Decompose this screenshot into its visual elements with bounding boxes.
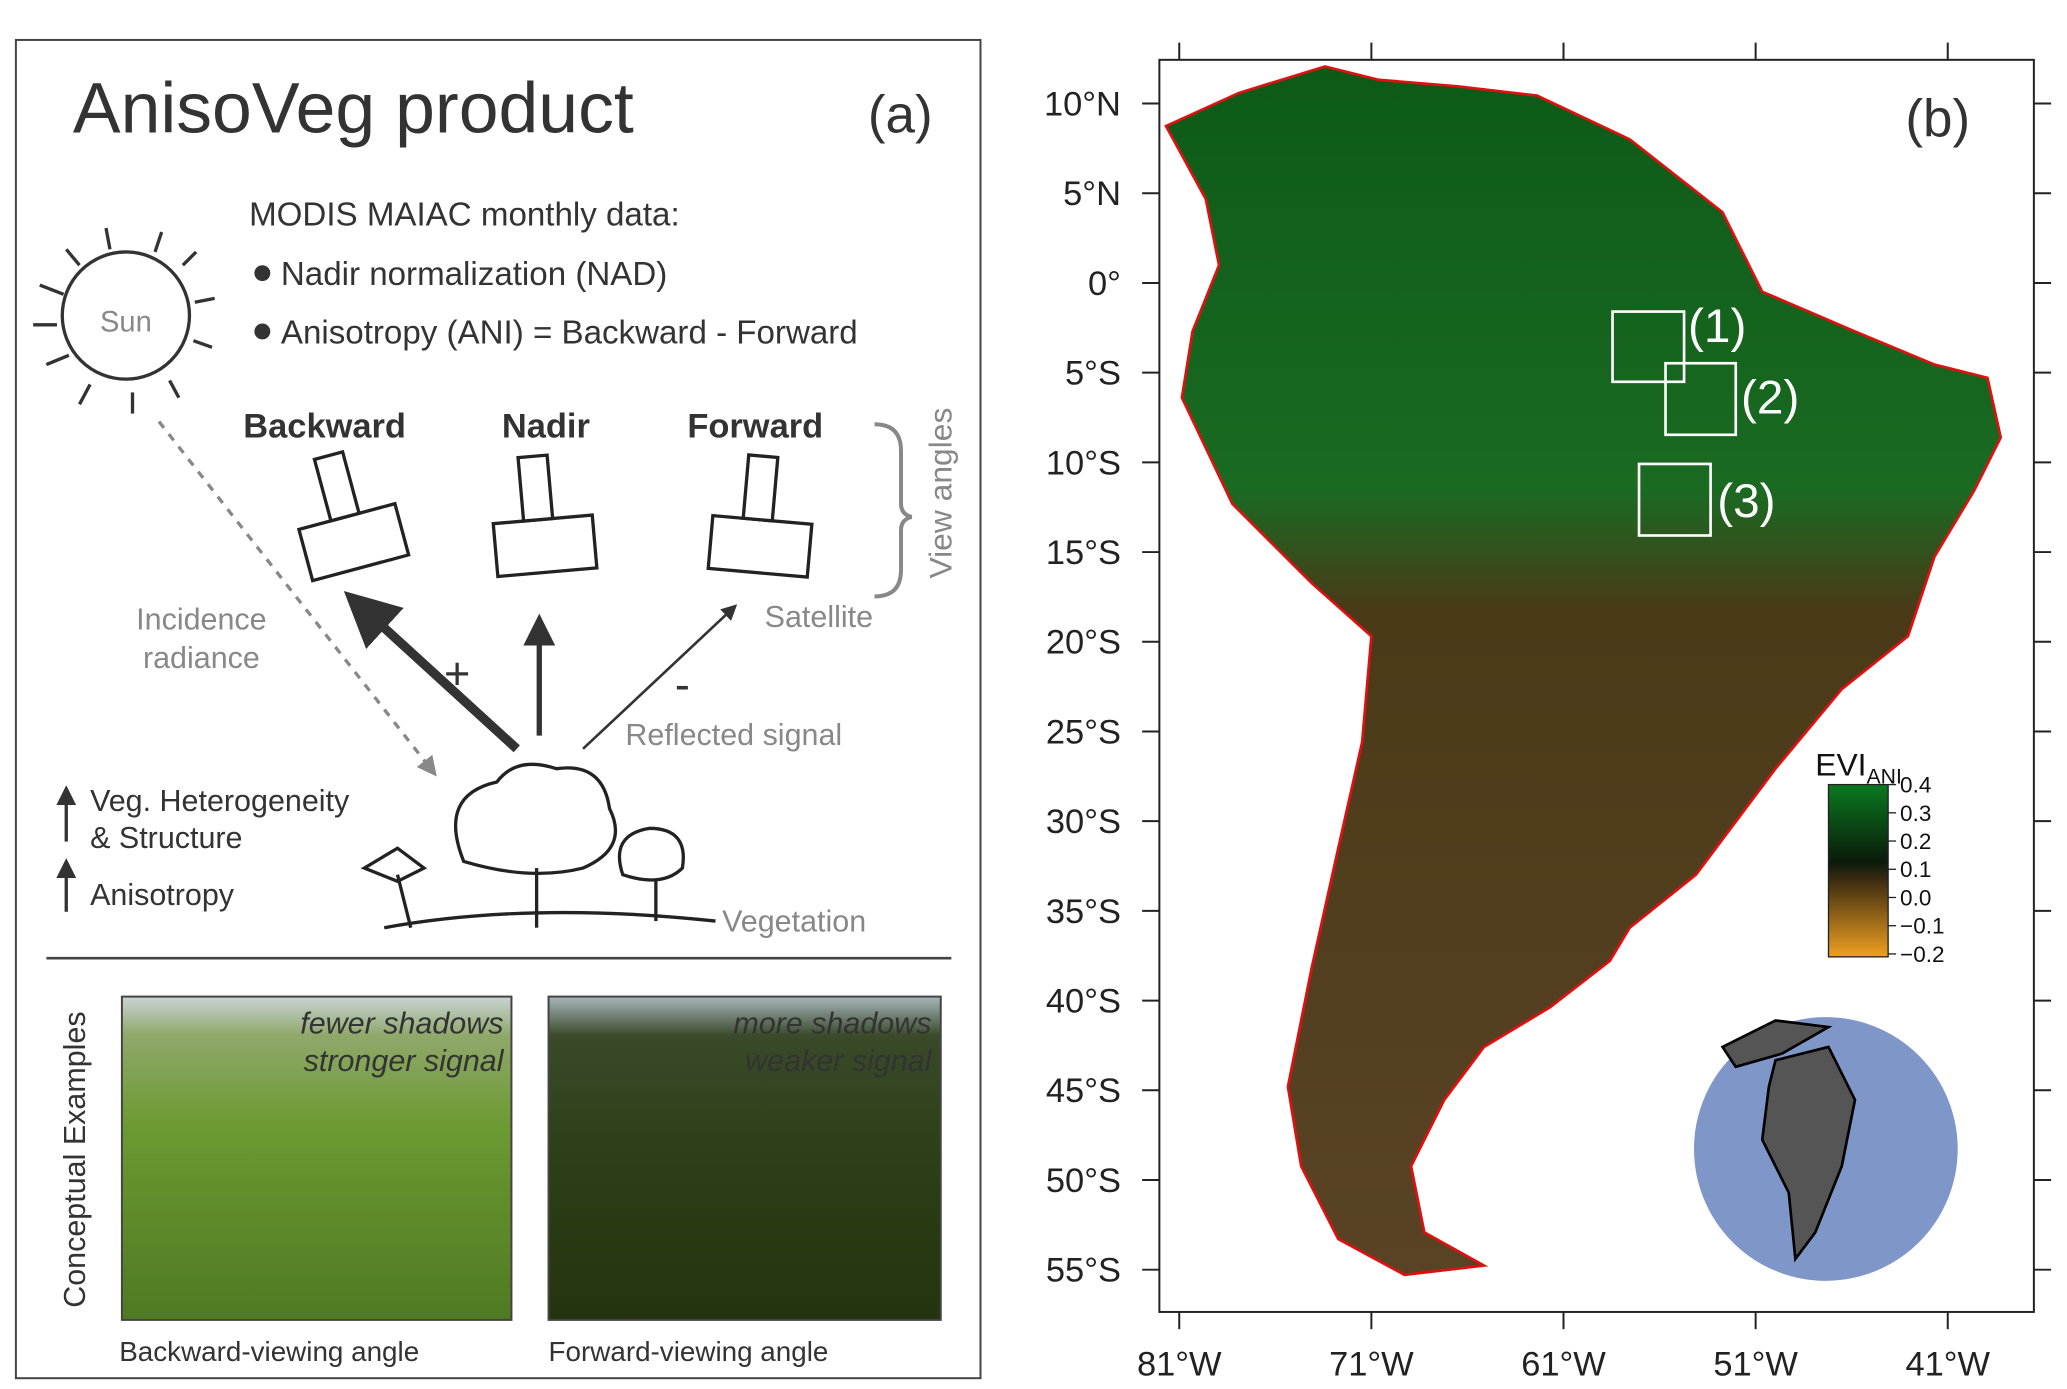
region-box — [1637, 462, 1712, 537]
lat-label: 5°N — [1063, 175, 1121, 213]
panel-frame — [14, 38, 982, 1380]
lat-label: 25°S — [1046, 713, 1121, 751]
vegetation-icon — [360, 762, 716, 930]
region-box — [1664, 361, 1738, 437]
photo-overlay: fewer shadows — [300, 1007, 503, 1041]
forward-arrow — [582, 604, 738, 750]
incidence-label: Incidence — [136, 603, 266, 637]
lat-label: 55°S — [1046, 1252, 1121, 1290]
minus-sign: - — [675, 659, 690, 710]
incidence-arrow — [157, 420, 437, 777]
incidence-label: radiance — [143, 641, 260, 675]
lat-label: 15°S — [1046, 534, 1121, 572]
photo-caption: Forward-viewing angle — [549, 1336, 829, 1367]
lon-label: 61°W — [1521, 1346, 1606, 1384]
plus-sign: + — [444, 648, 470, 699]
colorbar-label: 0.1 — [1900, 857, 1931, 882]
lat-label: 30°S — [1046, 803, 1121, 841]
panel-b: (1) (2) (3) (b) EVIANI 10°N 5°N 0° 5°S 10°S 1… — [1044, 42, 2052, 1384]
region-box — [1611, 310, 1686, 384]
view-label: Forward — [687, 407, 823, 445]
satellites — [296, 449, 814, 583]
region-label: (2) — [1741, 372, 1799, 425]
bullet: Anisotropy (ANI) = Backward - Forward — [281, 314, 858, 351]
lon-label: 71°W — [1329, 1346, 1414, 1384]
increase-label: Anisotropy — [90, 878, 235, 912]
legend-title-main: EVI — [1815, 746, 1866, 782]
increase-label: Veg. Heterogeneity — [90, 784, 350, 818]
reflected-label: Reflected signal — [625, 718, 842, 752]
colorbar-label: 0.2 — [1900, 829, 1931, 854]
panel-label: (a) — [868, 86, 933, 145]
view-brace — [874, 422, 913, 599]
inset-continents — [1720, 1019, 1857, 1263]
colorbar-label: −0.2 — [1900, 942, 1944, 967]
increase-label: & Structure — [90, 821, 242, 855]
sun-icon — [33, 227, 215, 414]
lat-label: 10°N — [1044, 85, 1121, 123]
backward-arrow — [343, 590, 520, 753]
lat-label: 0° — [1088, 265, 1121, 303]
lat-label: 40°S — [1046, 982, 1121, 1020]
satellite-label: Satellite — [765, 600, 873, 634]
bullet: Nadir normalization (NAD) — [281, 256, 667, 293]
panel-a: AnisoVeg product (a) MODIS MAIAC monthly… — [14, 38, 982, 1380]
panel-label: (b) — [1905, 90, 1970, 149]
lon-label: 51°W — [1713, 1346, 1798, 1384]
photo-caption: Backward-viewing angle — [119, 1336, 419, 1367]
data-header: MODIS MAIAC monthly data: — [249, 196, 680, 233]
lat-label: 20°S — [1046, 624, 1121, 662]
legend-title-sub: ANI — [1867, 765, 1902, 788]
photo-overlay: weaker signal — [745, 1044, 933, 1078]
south-america-map — [1164, 65, 2003, 1277]
colorbar-label: −0.1 — [1900, 914, 1944, 939]
colorbar — [1827, 783, 1889, 958]
region-label: (1) — [1688, 300, 1746, 353]
lat-label: 10°S — [1046, 444, 1121, 482]
examples-title: Conceptual Examples — [58, 1011, 92, 1307]
lat-label: 50°S — [1046, 1162, 1121, 1200]
colorbar-label: 0.3 — [1900, 801, 1931, 826]
photo-backward — [120, 995, 513, 1321]
bullet-dot — [254, 265, 271, 282]
bullet-dot — [254, 323, 271, 340]
view-label: Backward — [243, 407, 406, 445]
lon-label: 41°W — [1905, 1346, 1990, 1384]
photo-overlay: more shadows — [733, 1007, 931, 1041]
colorbar-label: 0.4 — [1900, 773, 1931, 798]
lat-label: 35°S — [1046, 893, 1121, 931]
title: AnisoVeg product — [73, 69, 634, 149]
vegetation-label: Vegetation — [722, 905, 866, 939]
colorbar-label: 0.0 — [1900, 885, 1931, 910]
view-label: Nadir — [502, 407, 590, 445]
legend-title: EVIANI — [1815, 746, 1902, 788]
lat-label: 45°S — [1046, 1072, 1121, 1110]
view-angles-label: View angles — [922, 408, 958, 579]
photo-overlay: stronger signal — [304, 1044, 505, 1078]
lon-label: 81°W — [1137, 1346, 1222, 1384]
lat-label: 5°S — [1065, 355, 1121, 393]
region-label: (3) — [1717, 475, 1775, 528]
sun-label: Sun — [100, 306, 152, 338]
photo-forward — [547, 995, 942, 1321]
